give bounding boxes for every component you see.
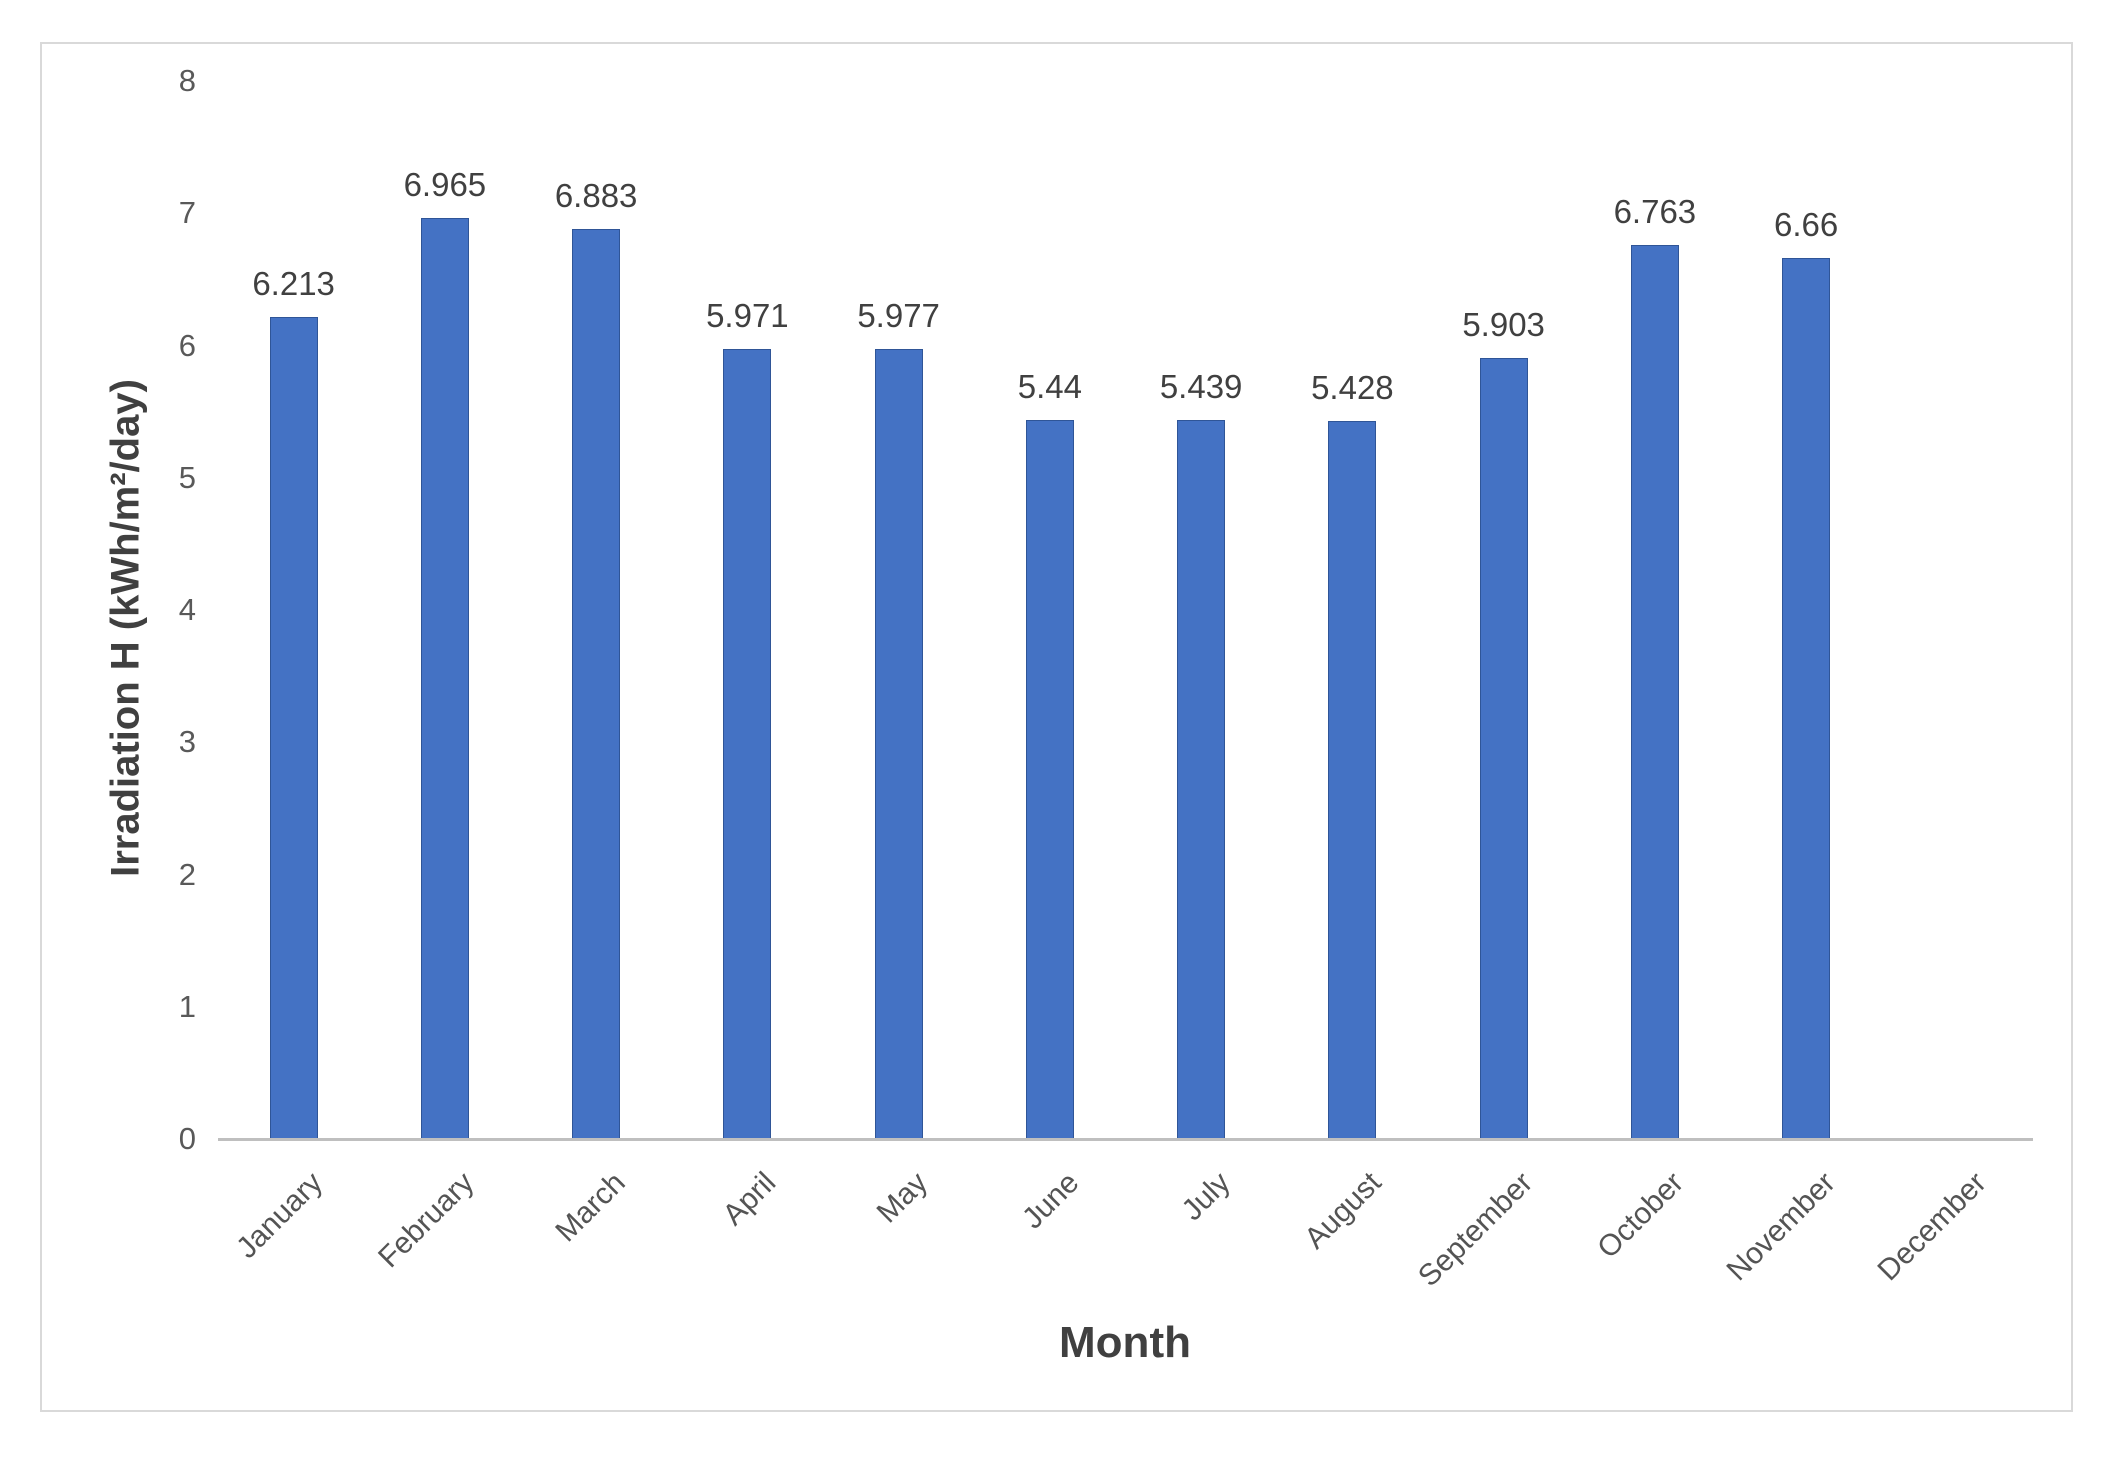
data-label-september: 5.903 [1462, 306, 1545, 344]
y-tick-label: 2 [178, 856, 196, 892]
bar-may [874, 348, 923, 1139]
bar-november [1782, 258, 1831, 1139]
data-label-april: 5.971 [706, 297, 789, 335]
bar-january [269, 317, 318, 1139]
y-tick-label: 8 [178, 63, 196, 98]
data-label-may: 5.977 [857, 296, 940, 334]
data-label-january: 6.213 [252, 265, 335, 303]
bar-october [1630, 244, 1679, 1139]
bar-september [1479, 358, 1528, 1139]
bar-august [1328, 421, 1377, 1139]
bar-july [1177, 419, 1226, 1139]
data-label-august: 5.428 [1311, 369, 1394, 407]
data-label-february: 6.965 [403, 165, 487, 203]
y-tick-label: 4 [178, 592, 196, 627]
data-label-june: 5.44 [1017, 367, 1082, 405]
data-label-november: 6.66 [1774, 206, 1839, 244]
y-tick-label: 1 [178, 988, 196, 1024]
bar-april [723, 349, 772, 1139]
y-tick-label: 5 [178, 459, 196, 495]
y-tick-label: 7 [178, 195, 196, 231]
x-axis-title: Month [1059, 1318, 1191, 1367]
bar-february [420, 217, 469, 1139]
y-tick-label: 3 [178, 724, 196, 760]
x-axis-line [218, 1138, 2033, 1141]
data-label-october: 6.763 [1613, 192, 1697, 230]
y-tick-label: 6 [178, 327, 196, 363]
data-label-july: 5.439 [1159, 367, 1243, 405]
y-tick-label: 0 [178, 1121, 196, 1156]
bar-march [572, 228, 621, 1139]
bar-june [1025, 419, 1074, 1139]
data-label-march: 6.883 [554, 176, 638, 214]
